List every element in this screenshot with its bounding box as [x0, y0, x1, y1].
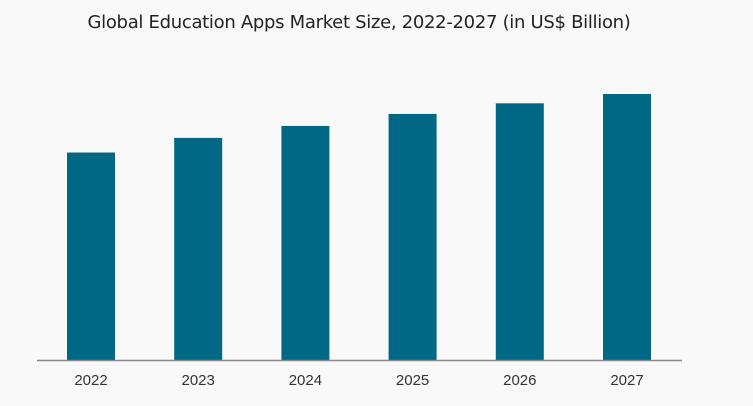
- bar-2023: [174, 137, 223, 360]
- x-tick-label: 2025: [396, 372, 429, 389]
- bar-2027: [603, 94, 651, 360]
- chart-title: Global Education Apps Market Size, 2022-…: [87, 12, 631, 33]
- x-tick-label: 2024: [289, 372, 322, 389]
- x-tick-label: 2022: [74, 372, 107, 389]
- x-tick-label: 2027: [610, 372, 643, 389]
- bar-2026: [495, 103, 544, 360]
- x-tick-label: 2026: [503, 372, 536, 389]
- bar-2022: [67, 152, 115, 360]
- bar-2024: [281, 125, 330, 360]
- x-tick-label: 2023: [182, 372, 215, 389]
- bar-2025: [388, 113, 437, 360]
